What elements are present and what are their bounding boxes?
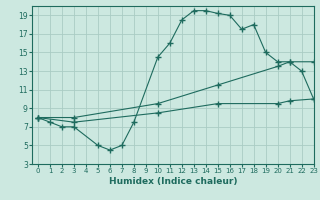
X-axis label: Humidex (Indice chaleur): Humidex (Indice chaleur) xyxy=(108,177,237,186)
